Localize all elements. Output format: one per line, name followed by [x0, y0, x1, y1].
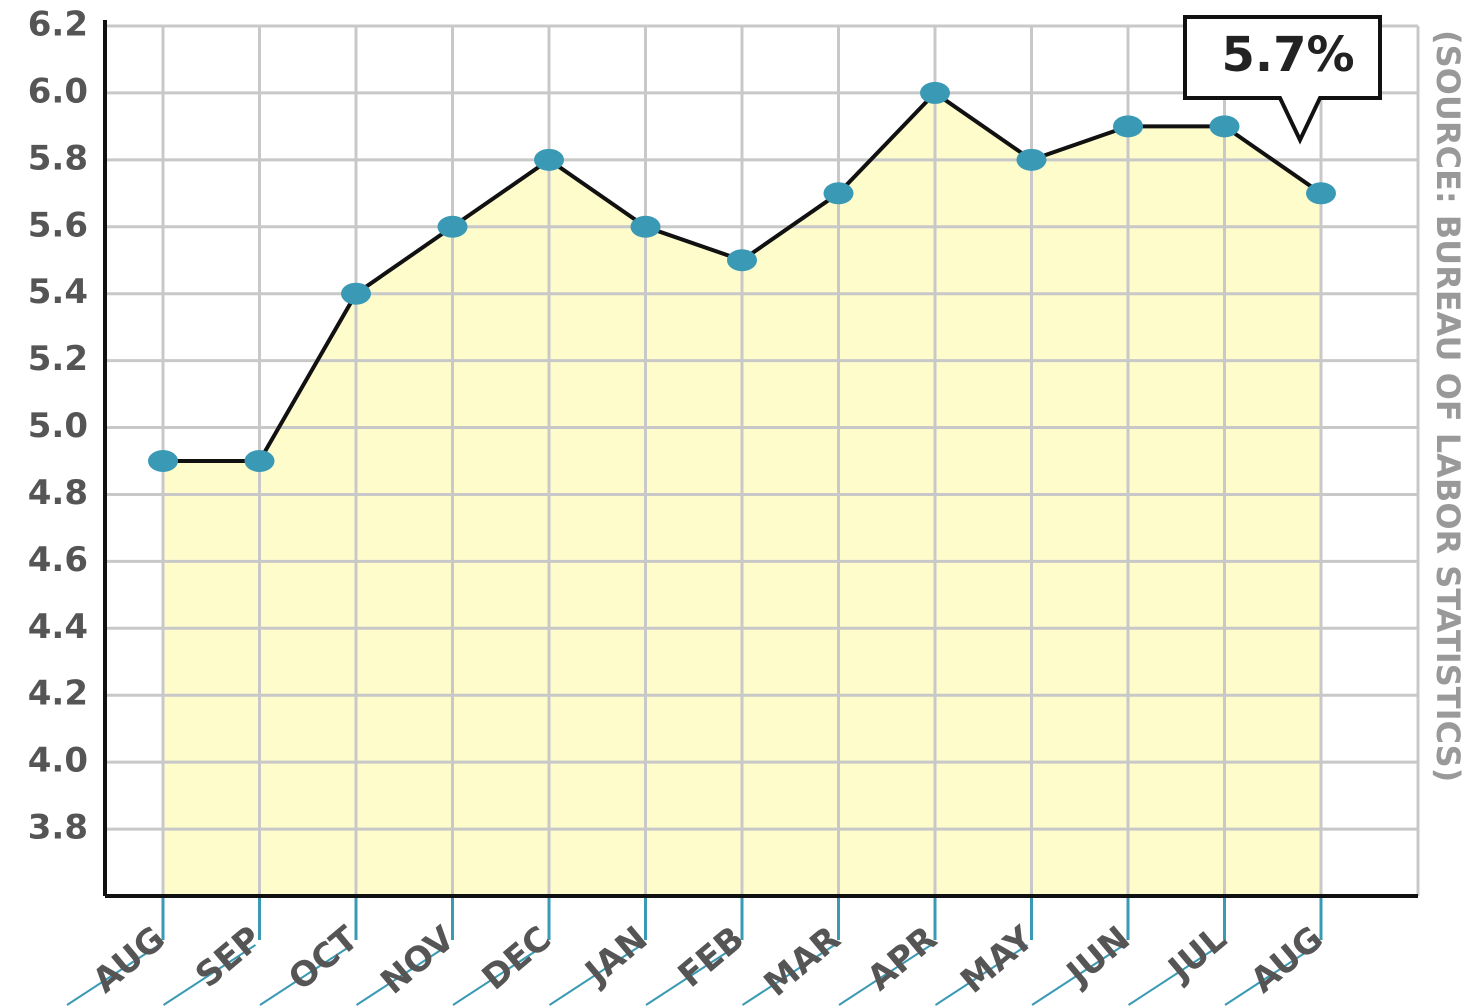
marker	[727, 249, 757, 272]
marker	[1306, 182, 1336, 205]
x-tick-underline	[66, 944, 160, 1006]
y-tick-label: 5.0	[28, 406, 88, 446]
y-tick-label: 4.2	[28, 674, 88, 714]
x-tick-underline	[838, 944, 932, 1006]
x-tick-underline	[1224, 944, 1318, 1006]
y-tick-label: 4.0	[28, 741, 88, 781]
marker	[148, 450, 178, 472]
marker	[1209, 115, 1240, 138]
x-tick-underline	[741, 944, 836, 1006]
x-tick-underline	[1031, 944, 1125, 1006]
x-tick-underline	[259, 944, 353, 1006]
y-tick-label: 5.8	[28, 138, 88, 178]
x-tick-underline	[355, 944, 450, 1006]
marker	[1016, 148, 1047, 171]
y-tick-label: 3.8	[28, 808, 88, 848]
x-tick-underline	[548, 944, 643, 1006]
marker	[1113, 115, 1143, 138]
x-tick-underline	[1127, 944, 1222, 1006]
marker	[244, 450, 275, 472]
y-tick-label: 4.8	[28, 473, 88, 513]
marker	[823, 182, 854, 205]
marker	[437, 215, 468, 238]
plot-front	[148, 81, 1336, 472]
source-note: (SOURCE: BUREAU OF LABOR STATISTICS)	[1429, 30, 1467, 782]
marker	[920, 81, 950, 104]
y-tick-label: 4.6	[28, 540, 88, 580]
marker	[534, 148, 564, 171]
x-tick-underline	[934, 944, 1029, 1006]
x-tick-underline	[452, 944, 546, 1006]
marker	[341, 282, 371, 305]
y-tick-label: 5.6	[28, 205, 88, 245]
callout-box	[1183, 15, 1382, 145]
y-tick-label: 5.2	[28, 339, 88, 379]
annotation: 5.7%	[1221, 27, 1354, 83]
x-tick-underline	[162, 944, 257, 1006]
y-tick-label: 5.4	[28, 272, 88, 312]
y-tick-label: 4.4	[28, 607, 88, 647]
y-tick-label: 6.2	[28, 5, 88, 45]
marker	[630, 215, 661, 238]
y-tick-label: 6.0	[28, 71, 88, 111]
x-tick-underline	[645, 944, 739, 1006]
